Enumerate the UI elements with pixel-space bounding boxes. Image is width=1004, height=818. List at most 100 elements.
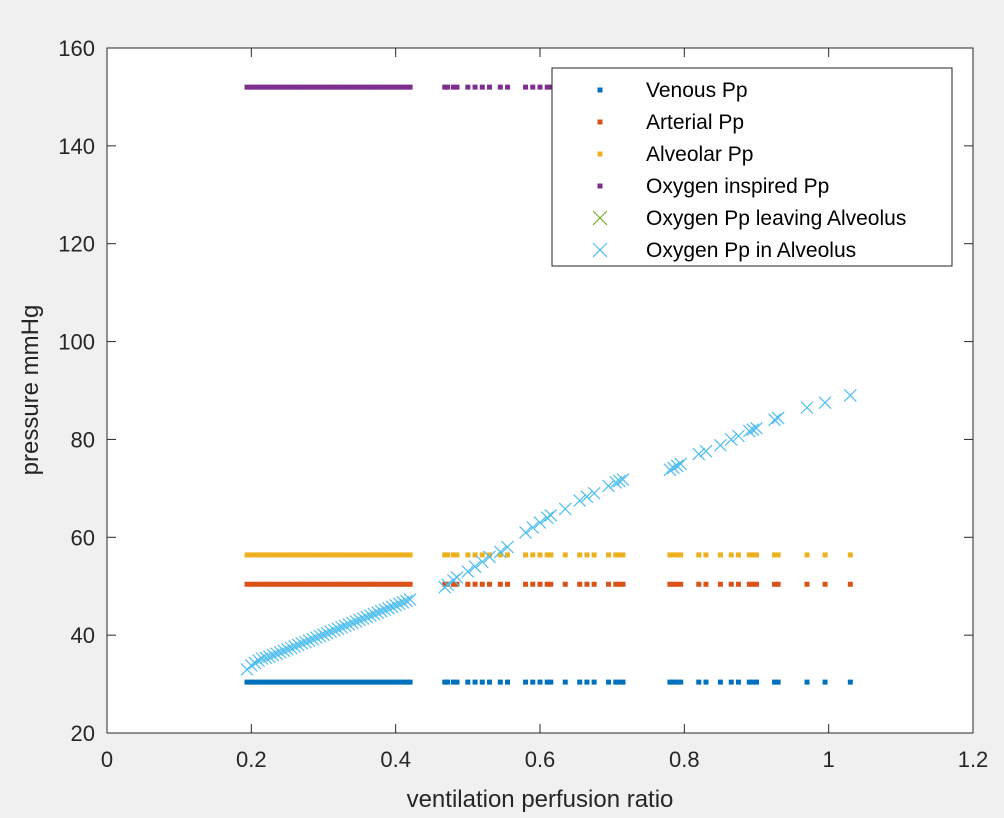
data-point [400,581,406,587]
data-point [280,642,294,656]
data-point [302,679,308,685]
data-point [804,552,810,558]
data-point [577,679,583,685]
data-point [342,581,348,587]
x-tick-label: 0.4 [380,747,411,772]
data-point [389,679,395,685]
data-point [252,84,258,90]
data-point [750,421,763,435]
data-point [270,581,276,587]
data-point [479,84,485,90]
legend-entry: Oxygen inspired Pp [646,175,829,198]
data-point [374,604,388,618]
data-point [263,679,269,685]
data-point [327,623,341,637]
data-point [523,581,529,587]
data-point [328,581,334,587]
data-point [544,84,550,90]
data-point [472,552,478,558]
data-point [454,552,460,558]
data-point [288,552,294,558]
data-point [313,84,319,90]
x-tick-label: 0.8 [669,747,700,772]
data-point [277,644,291,658]
data-point [277,84,283,90]
data-point [306,679,312,685]
data-point [331,622,345,636]
data-point [244,581,250,587]
data-point [317,628,330,642]
data-point [497,581,503,587]
data-point [248,679,254,685]
data-point [277,581,283,587]
data-point [321,552,326,558]
x-tick-label: 0.2 [236,747,267,772]
y-tick-label: 20 [71,721,95,746]
data-point [382,601,395,615]
data-point [445,84,451,90]
data-point [288,639,302,653]
data-point [266,581,272,587]
y-tick-label: 160 [58,36,95,61]
data-point [584,581,590,587]
data-point [717,552,723,558]
legend-marker [592,210,608,226]
data-point [273,645,287,659]
data-point [750,679,756,685]
data-point [667,461,680,475]
data-point [259,581,265,587]
data-point [310,581,316,587]
data-point [454,679,460,685]
data-point [400,679,406,685]
data-point [450,570,464,584]
legend-marker [597,119,603,125]
data-point [339,581,345,587]
data-point [349,581,355,587]
data-point [847,552,853,558]
data-point [442,581,448,587]
data-point [403,84,409,90]
data-point [584,679,590,685]
data-point [317,84,323,90]
data-point [338,619,352,633]
data-point [353,581,359,587]
data-point [375,552,381,558]
y-tick-label: 40 [71,623,95,648]
data-point [591,552,597,558]
data-point [606,581,612,587]
data-point [353,679,359,685]
axes-layer: 0 0.2 0.4 0.6 0.8 1 1.2 20 40 60 80 100 120 140 160 [58,36,988,772]
data-point [291,638,305,652]
x-tick-label: 0.6 [525,747,556,772]
data-point [750,552,756,558]
data-point [407,679,413,685]
data-point [266,648,280,662]
data-point [389,552,395,558]
data-point [357,84,363,90]
data-point [324,679,330,685]
data-point [259,552,265,558]
data-point [746,581,752,587]
data-point [331,552,337,558]
data-point [284,84,290,90]
data-point [537,552,543,558]
data-point [717,581,723,587]
data-point [360,581,366,587]
data-point [292,84,298,90]
data-point [248,552,254,558]
legend-entry: Arterial Pp [646,111,744,134]
data-point [357,679,363,685]
data-point [472,679,478,685]
data-point [371,552,377,558]
data-point [306,552,312,558]
data-point [382,84,388,90]
data-point [324,552,330,558]
data-point [259,651,273,665]
series-0 [244,679,853,685]
data-point [385,84,391,90]
y-tick-label: 100 [58,330,95,355]
data-point [445,552,451,558]
data-point [248,84,254,90]
data-point [486,581,492,587]
data-point [746,679,752,685]
